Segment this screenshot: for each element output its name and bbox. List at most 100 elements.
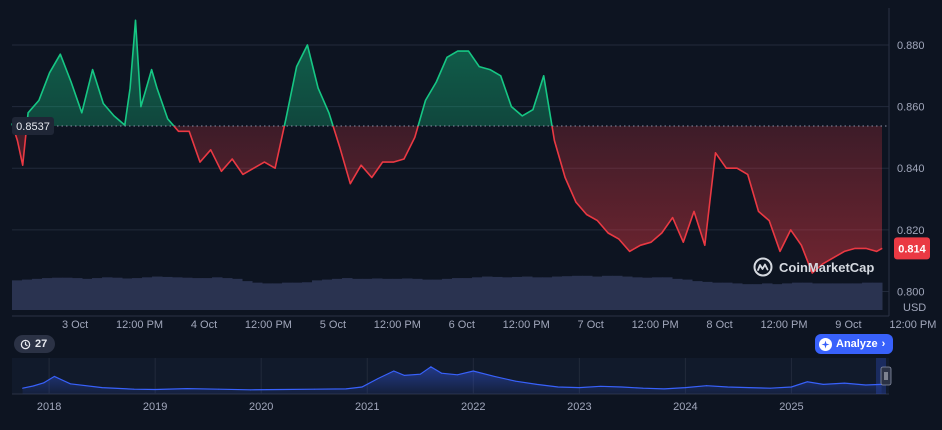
price-point bbox=[151, 69, 153, 71]
price-line bbox=[11, 19, 883, 274]
volume-bar bbox=[422, 279, 433, 310]
navigator-point bbox=[663, 388, 665, 390]
current-price-tag bbox=[894, 237, 930, 260]
price-line-down bbox=[11, 126, 883, 274]
price-point bbox=[317, 87, 319, 89]
price-point bbox=[467, 50, 470, 52]
analyze-button[interactable]: Analyze › bbox=[815, 334, 894, 354]
volume-bar bbox=[152, 276, 163, 310]
volume-bar bbox=[872, 282, 883, 310]
drag-handle-icon[interactable] bbox=[880, 366, 892, 386]
price-point bbox=[500, 75, 502, 77]
x-tick-label: 5 Oct bbox=[320, 319, 346, 331]
price-point bbox=[210, 149, 212, 151]
volume-bar bbox=[722, 282, 733, 310]
price-point bbox=[328, 112, 330, 114]
volume-bar bbox=[512, 276, 523, 310]
volume-bar bbox=[792, 282, 803, 310]
volume-bar bbox=[712, 282, 723, 310]
price-point bbox=[22, 164, 24, 166]
volume-bar bbox=[282, 282, 293, 310]
price-point bbox=[714, 152, 717, 154]
price-point bbox=[639, 244, 641, 246]
volume-bar bbox=[442, 278, 453, 310]
navigator-area bbox=[22, 366, 882, 394]
price-point bbox=[747, 173, 749, 176]
volume-bar bbox=[232, 278, 243, 310]
navigator-handle[interactable] bbox=[880, 366, 892, 386]
volume-bar bbox=[252, 282, 263, 310]
history-badge[interactable]: 27 bbox=[14, 335, 56, 353]
volume-bar bbox=[842, 283, 853, 310]
navigator-point bbox=[684, 387, 686, 389]
volume-bar bbox=[832, 283, 843, 310]
volume-bar bbox=[72, 278, 83, 310]
price-point bbox=[607, 232, 609, 234]
volume-bar bbox=[502, 277, 513, 310]
volume-bar bbox=[352, 278, 363, 310]
navigator-point bbox=[822, 383, 824, 385]
price-point bbox=[543, 75, 545, 77]
price-point bbox=[779, 250, 781, 253]
price-point bbox=[618, 238, 620, 240]
price-point bbox=[285, 118, 287, 120]
volume-bar bbox=[272, 283, 283, 310]
navigator-point bbox=[133, 388, 135, 390]
analyze-button-label: Analyze bbox=[836, 338, 878, 350]
navigator-point bbox=[706, 385, 708, 387]
price-point bbox=[70, 81, 72, 83]
navigator-point bbox=[32, 385, 34, 387]
axes: 0.880 0.860 0.840 0.820 0.800 USD 3 Oct 12:00 P… bbox=[12, 8, 936, 331]
volume-bar bbox=[812, 283, 823, 310]
price-point bbox=[586, 213, 588, 216]
navigator-point bbox=[472, 370, 474, 372]
price-point bbox=[371, 176, 373, 179]
x-tick-label: 8 Oct bbox=[706, 319, 732, 331]
history-badge-count: 27 bbox=[35, 338, 48, 350]
price-point bbox=[790, 229, 792, 231]
reference-price-line: 0.8537 0.814 bbox=[12, 117, 930, 260]
price-point bbox=[27, 112, 29, 114]
price-point bbox=[124, 124, 126, 126]
volume-bar bbox=[432, 279, 443, 310]
navigator-point bbox=[865, 384, 867, 386]
volume-bar bbox=[552, 276, 563, 310]
navigator-point bbox=[748, 387, 750, 389]
price-point bbox=[349, 183, 351, 185]
price-point bbox=[156, 87, 158, 89]
price-point bbox=[199, 161, 201, 163]
price-point bbox=[220, 170, 223, 172]
navigator-point bbox=[790, 386, 792, 388]
price-point bbox=[800, 244, 803, 246]
volume-bar bbox=[652, 277, 663, 310]
volume-bar bbox=[772, 284, 783, 310]
price-point bbox=[575, 201, 577, 203]
price-point bbox=[403, 158, 405, 160]
volume-bar bbox=[312, 280, 323, 310]
navigator-point bbox=[440, 372, 442, 374]
x-tick-label: 9 Oct bbox=[835, 319, 861, 331]
navigator[interactable]: 2018 2019 2020 2021 2022 2023 2024 2025 bbox=[12, 358, 892, 413]
price-area-above bbox=[12, 20, 553, 127]
price-point bbox=[833, 257, 835, 259]
brand-watermark: CoinMarketCap bbox=[753, 257, 874, 277]
volume-bars bbox=[12, 275, 883, 310]
price-point bbox=[661, 232, 663, 234]
navigator-point bbox=[377, 378, 379, 380]
volume-bar bbox=[682, 279, 693, 310]
navigator-year-label: 2022 bbox=[461, 401, 485, 413]
navigator-point bbox=[456, 374, 458, 376]
price-point bbox=[564, 176, 566, 179]
y-tick-label: 0.840 bbox=[897, 163, 925, 175]
navigator-point bbox=[43, 382, 45, 384]
price-point bbox=[360, 164, 362, 166]
volume-bar bbox=[562, 276, 573, 310]
navigator-point bbox=[393, 370, 395, 372]
price-point bbox=[16, 139, 18, 142]
price-point bbox=[167, 118, 169, 120]
price-point bbox=[768, 220, 770, 222]
price-point bbox=[811, 272, 813, 274]
price-point bbox=[129, 87, 131, 89]
volume-bar bbox=[292, 282, 303, 310]
